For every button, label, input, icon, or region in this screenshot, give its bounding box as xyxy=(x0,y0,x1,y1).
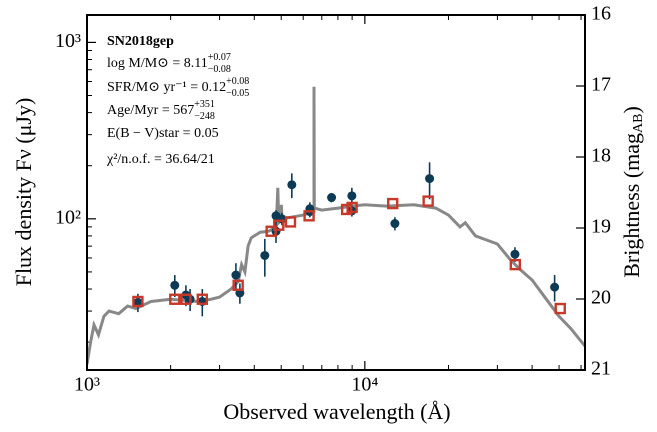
y2-axis-label: Brightness (magAB) xyxy=(619,106,646,278)
y2-label-part: AB xyxy=(631,114,646,133)
model-point xyxy=(196,293,208,305)
observed-point xyxy=(133,297,143,307)
y-axis-label: Flux density Fν (μJy) xyxy=(11,98,36,287)
observed-point xyxy=(170,280,180,290)
annotation: Age/Myr = 567+351 −248 xyxy=(107,99,215,122)
model-point xyxy=(169,293,181,305)
y2-tick-label: 20 xyxy=(591,287,611,309)
observed-point xyxy=(287,180,297,190)
model-point xyxy=(346,201,358,214)
model-point xyxy=(554,302,566,315)
observed-point xyxy=(390,219,400,229)
annotation-sub: −248 xyxy=(194,111,215,122)
annotation-text: E(B − V)star = 0.05 xyxy=(107,126,219,141)
annotation: SN2018gep xyxy=(107,34,174,49)
annotation-text: Age/Myr = 567 xyxy=(107,103,194,118)
y2-tick-label: 16 xyxy=(591,3,611,25)
model-point xyxy=(509,258,522,271)
y2-label-part: Brightness (mag xyxy=(619,133,644,278)
model-point xyxy=(303,210,315,222)
annotation-sub: −0.05 xyxy=(226,88,249,99)
annotation: log M/M⊙ = 8.11+0.07 −0.08 xyxy=(107,52,231,75)
model-point xyxy=(265,225,277,237)
y-tick-label: 10² xyxy=(55,206,81,228)
observed-point xyxy=(231,270,241,280)
model-point xyxy=(422,195,434,207)
annotation-sup: +0.07 xyxy=(208,52,231,63)
y-tick-label: 10³ xyxy=(55,30,81,52)
annotation-text: χ²/n.o.f. = 36.64/21 xyxy=(106,152,215,167)
model-point xyxy=(180,293,192,305)
model-point xyxy=(232,279,244,291)
annotation-text: SFR/M⊙ yr⁻¹ = 0.12 xyxy=(107,80,226,95)
plot-area xyxy=(87,86,585,365)
annotation-sup: +0.08 xyxy=(226,76,249,87)
observed-point xyxy=(550,282,560,292)
x-tick-label: 10⁴ xyxy=(351,374,378,396)
model-point xyxy=(284,216,297,228)
annotation-sub: −0.08 xyxy=(208,64,231,75)
x-axis-label: Observed wavelength (Å) xyxy=(223,399,450,424)
annotation-sup: +351 xyxy=(194,99,215,110)
observed-point xyxy=(510,249,520,259)
y2-tick-label: 21 xyxy=(591,358,611,380)
annotation-text: SN2018gep xyxy=(107,34,174,49)
observed-point xyxy=(327,193,337,203)
annotation-text: log M/M⊙ = 8.11 xyxy=(107,56,208,71)
y2-tick-label: 18 xyxy=(591,145,611,167)
observed-point xyxy=(260,250,270,260)
annotation: SFR/M⊙ yr⁻¹ = 0.12+0.08 −0.05 xyxy=(107,76,249,99)
plot-frame xyxy=(86,14,586,371)
annotation: χ²/n.o.f. = 36.64/21 xyxy=(106,152,215,167)
model-point xyxy=(387,197,399,210)
y2-label-part: ) xyxy=(619,106,644,113)
y2-tick-label: 19 xyxy=(591,216,611,238)
observed-point xyxy=(347,191,357,201)
model-point xyxy=(132,295,144,308)
y2-tick-label: 17 xyxy=(591,74,611,96)
model-point xyxy=(273,219,285,231)
annotation: E(B − V)star = 0.05 xyxy=(107,126,219,141)
observed-point xyxy=(425,174,435,184)
x-tick-label: 10³ xyxy=(74,374,100,396)
